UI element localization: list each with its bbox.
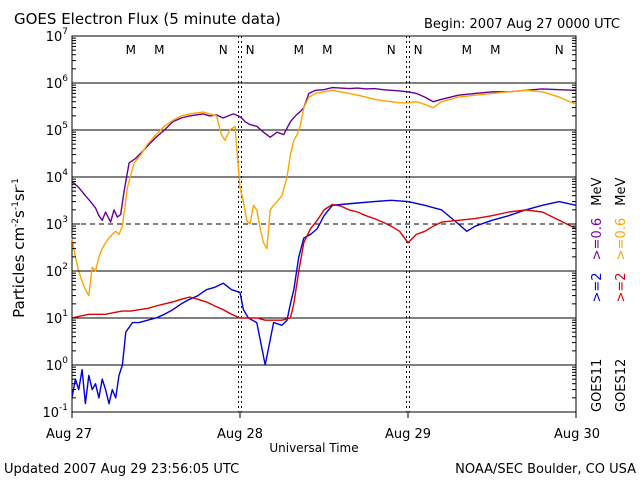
chart-title: GOES Electron Flux (5 minute data) xyxy=(14,10,281,28)
y-tick-label: 102 xyxy=(46,262,68,280)
y-tick-base: 10 xyxy=(46,265,63,280)
y-tick-label: 101 xyxy=(46,309,68,327)
updated-timestamp: Updated 2007 Aug 29 23:56:05 UTC xyxy=(4,462,239,477)
y-tick-exp: 0 xyxy=(62,356,68,366)
y-tick-base: 10 xyxy=(46,77,63,92)
y-tick-base: 10 xyxy=(46,359,63,374)
legend-goes12-label: GOES12 xyxy=(614,359,629,412)
y-tick-exp: -1 xyxy=(59,403,68,413)
y-tick-label: 104 xyxy=(46,168,69,186)
ylabel-part-2: s xyxy=(10,210,28,218)
x-tick-label: Aug 30 xyxy=(554,427,600,442)
marker-label: N xyxy=(246,43,255,57)
y-tick-exp: 5 xyxy=(62,121,68,131)
series-line-goes12-3 xyxy=(71,203,577,321)
y-tick-exp: 7 xyxy=(62,27,68,37)
marker-label: M xyxy=(462,43,472,57)
x-tick-label: Aug 27 xyxy=(46,427,92,442)
legend-unit-goes12: MeV xyxy=(614,178,629,206)
y-tick-label: 107 xyxy=(46,27,68,45)
marker-label: M xyxy=(154,43,164,57)
legend-goes11-2mev: >=2 xyxy=(590,272,605,302)
x-axis-ticks: Aug 27 Aug 28 Aug 29 Aug 30 xyxy=(46,412,600,442)
y-tick-label: 106 xyxy=(46,74,69,92)
marker-label: M xyxy=(490,43,500,57)
legend-goes11-label: GOES11 xyxy=(590,359,605,412)
series-line-goes11-0 xyxy=(71,86,577,223)
legend-goes12: GOES12 >=2 >=0.6 MeV xyxy=(614,178,629,412)
y-tick-label: 100 xyxy=(46,356,69,374)
ylabel-part-5: -1 xyxy=(11,178,21,187)
y-tick-exp: 3 xyxy=(62,215,68,225)
y-tick-base: 10 xyxy=(46,218,63,233)
marker-label: M xyxy=(294,43,304,57)
y-tick-base: 10 xyxy=(46,30,63,45)
y-tick-exp: 6 xyxy=(62,74,68,84)
marker-label: N xyxy=(387,43,396,57)
marker-label: M xyxy=(126,43,136,57)
x-tick-label: Aug 28 xyxy=(217,427,263,442)
ylabel-part-1: -2 xyxy=(11,218,21,227)
y-axis-label: Particles cm-2s-1sr-1 xyxy=(10,178,28,318)
x-tick-label: Aug 29 xyxy=(385,427,431,442)
ylabel-part-0: Particles cm xyxy=(10,227,28,318)
legend-goes11-06mev: >=0.6 xyxy=(590,218,605,260)
series-line-goes11-2 xyxy=(71,199,577,405)
credit-text: NOAA/SEC Boulder, CO USA xyxy=(455,462,636,477)
y-tick-label: 10-1 xyxy=(42,403,68,421)
y-tick-base: 10 xyxy=(46,312,63,327)
marker-label: M xyxy=(322,43,332,57)
marker-label: N xyxy=(555,43,564,57)
marker-label: N xyxy=(219,43,228,57)
y-tick-base: 10 xyxy=(46,171,63,186)
y-tick-label: 105 xyxy=(46,121,68,139)
series-line-goes12-1 xyxy=(71,89,577,297)
legend-goes12-2mev: >=2 xyxy=(614,272,629,302)
marker-label: N xyxy=(414,43,423,57)
legend: GOES11 >=2 >=0.6 MeV GOES12 >=2 >=0.6 Me… xyxy=(590,178,629,412)
y-tick-exp: 1 xyxy=(62,309,68,319)
y-tick-base: 10 xyxy=(42,406,59,421)
legend-unit-goes11: MeV xyxy=(590,178,605,206)
series-group xyxy=(71,86,577,405)
ylabel-part-3: -1 xyxy=(11,201,21,210)
legend-goes12-06mev: >=0.6 xyxy=(614,218,629,260)
x-axis-label: Universal Time xyxy=(269,441,358,455)
y-tick-exp: 2 xyxy=(62,262,68,272)
y-tick-exp: 4 xyxy=(62,168,68,178)
y-tick-label: 103 xyxy=(46,215,68,233)
y-tick-base: 10 xyxy=(46,124,63,139)
begin-label: Begin: 2007 Aug 27 0000 UTC xyxy=(424,17,620,32)
legend-goes11: GOES11 >=2 >=0.6 MeV xyxy=(590,178,605,412)
ylabel-part-4: sr xyxy=(10,186,28,201)
